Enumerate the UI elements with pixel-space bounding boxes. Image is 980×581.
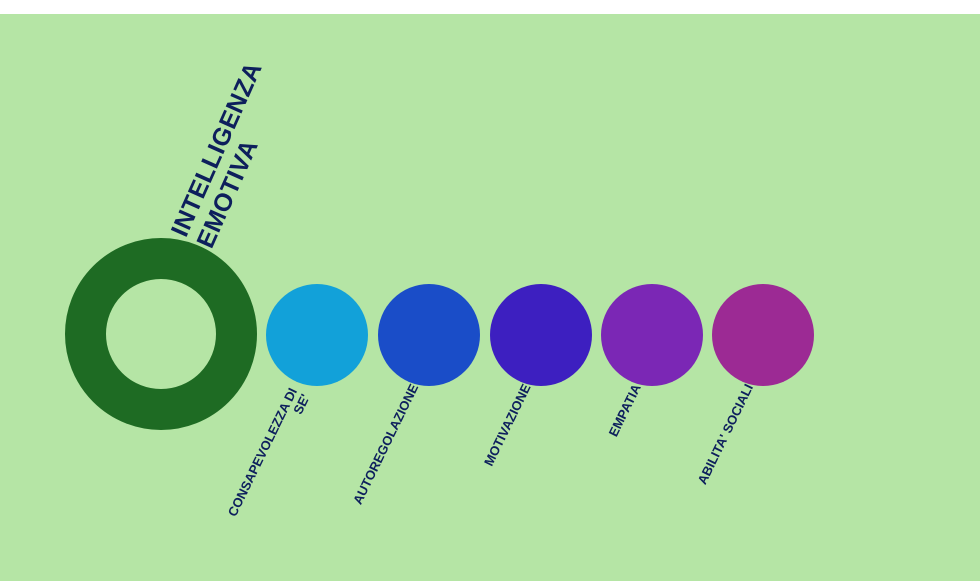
component-circle-empatia [601,284,703,386]
component-circle-consapevolezza [266,284,368,386]
component-circle-autoregolazione [378,284,480,386]
component-circle-abilita-sociali [712,284,814,386]
component-circle-motivazione [490,284,592,386]
component-label-line: AUTOREGOLAZIONE [349,381,422,507]
component-label-line: ABILITA' SOCIALI [694,381,757,487]
component-label-line: EMPATIA [606,381,645,439]
intelligence-ring [65,238,257,430]
component-label-line: MOTIVAZIONE [480,381,534,469]
diagram-canvas: INTELLIGENZA EMOTIVA CONSAPEVOLEZZA DI S… [0,14,980,581]
diagram-title-text: INTELLIGENZA EMOTIVA [166,58,294,252]
